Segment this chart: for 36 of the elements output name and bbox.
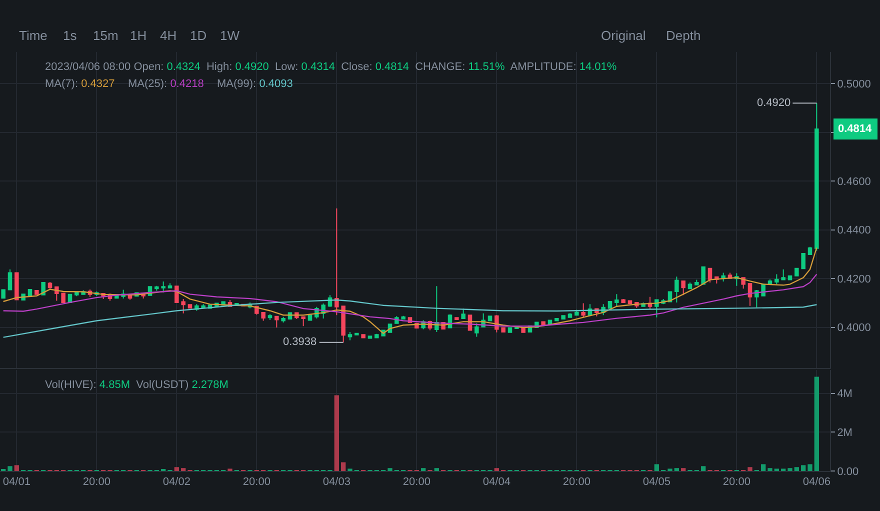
- x-tick-label: 04/05: [642, 476, 670, 488]
- x-tick-label: 04/06: [802, 476, 830, 488]
- annotation: 0.4814: [838, 123, 873, 135]
- x-tick-label: 20:00: [242, 476, 270, 488]
- y-tick-label: 0.4000: [837, 322, 871, 334]
- text: 1D: [190, 28, 207, 43]
- chart-title: 2023/04/06 08:00 Open: 0.4324 High: 0.4920 Low: 0.4314 Close: 0.4814 CHANGE: 11.51% AMPLITUDE: 14.01%: [45, 61, 617, 73]
- y-tick-label: 0.00: [837, 466, 859, 478]
- x-tick-label: 04/02: [162, 476, 190, 488]
- y-tick-label: 0.5000: [837, 78, 871, 91]
- x-tick-label: 04/03: [322, 476, 350, 488]
- text: Time: [19, 28, 48, 43]
- y-tick-label: 0.4400: [837, 224, 871, 237]
- x-tick-label: 04/04: [482, 476, 510, 488]
- annotation: 0.3938: [283, 336, 317, 348]
- text: Vol(HIVE): 4.85M Vol(USDT) 2.278M: [45, 379, 228, 391]
- text: 1s: [63, 28, 78, 43]
- y-tick-label: 0.4600: [837, 176, 871, 188]
- annotation: MA(25): 0.4218: [128, 78, 204, 90]
- text: 1W: [220, 28, 240, 43]
- text: 15m: [93, 28, 118, 43]
- text: Depth: [666, 28, 701, 43]
- annotation: MA(99): 0.4093: [217, 78, 293, 90]
- y-tick-label: 2M: [837, 427, 852, 439]
- text: Original: [601, 28, 646, 43]
- text: 1H: [130, 28, 147, 43]
- x-tick-label: 20:00: [722, 476, 750, 488]
- x-tick-label: 04/01: [2, 476, 30, 488]
- annotation: 0.4920: [757, 97, 791, 109]
- x-tick-label: 20:00: [402, 476, 430, 488]
- text: 4H: [160, 28, 177, 43]
- x-tick-label: 20:00: [562, 476, 590, 488]
- y-tick-label: 0.4200: [837, 273, 871, 286]
- annotation: MA(7): 0.4327: [45, 78, 115, 90]
- x-tick-label: 20:00: [82, 476, 110, 488]
- y-tick-label: 4M: [837, 388, 852, 400]
